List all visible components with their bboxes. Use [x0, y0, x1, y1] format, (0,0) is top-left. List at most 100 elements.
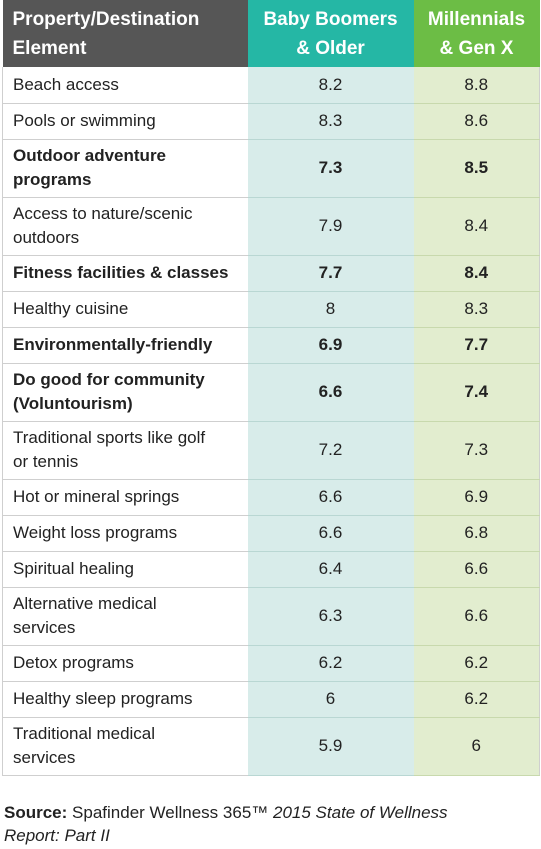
- table-body: Beach access 8.2 8.8 Pools or swimming 8.3 8.…: [2, 67, 540, 776]
- row-label-line: Traditional medical: [13, 724, 156, 743]
- millennials-value: 6.9: [413, 479, 540, 516]
- boomers-value: 6.6: [247, 515, 414, 552]
- millennials-value: 8.3: [413, 291, 540, 328]
- row-label: Hot or mineral springs: [2, 479, 248, 516]
- boomers-value: 6.6: [247, 363, 414, 422]
- header-element: Property/Destination Element: [2, 0, 248, 67]
- millennials-value: 8.5: [413, 139, 540, 198]
- boomers-value: 5.9: [247, 717, 414, 776]
- row-label-line: Hot or mineral springs: [13, 487, 180, 506]
- millennials-value: 6.8: [413, 515, 540, 552]
- millennials-value: 7.4: [413, 363, 540, 422]
- wellness-ratings-table: Property/Destination Element Baby Boomers &…: [2, 0, 540, 776]
- row-label-line: Alternative medical: [13, 594, 157, 613]
- table-row: Healthy sleep programs 6 6.2: [2, 681, 540, 718]
- boomers-value: 8.2: [247, 67, 414, 104]
- table-row: Traditional medical services 5.9 6: [2, 717, 540, 776]
- header-baby-boomers-line: Baby Boomers: [263, 8, 398, 30]
- row-label-line: services: [13, 748, 76, 767]
- header-baby-boomers: Baby Boomers & Older: [247, 0, 414, 67]
- row-label: Beach access: [2, 67, 248, 104]
- row-label-line: or tennis: [13, 452, 79, 471]
- boomers-value: 8.3: [247, 103, 414, 140]
- row-label-line: Weight loss programs: [13, 523, 178, 542]
- row-label-line: Spiritual healing: [13, 559, 134, 578]
- source-title-line1: 2015 State of Wellness: [273, 803, 448, 822]
- boomers-value: 7.3: [247, 139, 414, 198]
- row-label: Healthy sleep programs: [2, 681, 248, 718]
- row-label-line: Healthy sleep programs: [13, 689, 193, 708]
- row-label: Detox programs: [2, 645, 248, 682]
- millennials-value: 8.8: [413, 67, 540, 104]
- header-millennials: Millennials & Gen X: [413, 0, 540, 67]
- table-row: Outdoor adventure programs 7.3 8.5: [2, 139, 540, 198]
- row-label: Do good for community (Voluntourism): [2, 363, 248, 422]
- row-label: Fitness facilities & classes: [2, 255, 248, 292]
- millennials-value: 6.6: [413, 587, 540, 646]
- table-row: Healthy cuisine 8 8.3: [2, 291, 540, 328]
- millennials-value: 7.3: [413, 421, 540, 480]
- boomers-value: 6.2: [247, 645, 414, 682]
- millennials-value: 7.7: [413, 327, 540, 364]
- row-label: Alternative medical services: [2, 587, 248, 646]
- boomers-value: 6.4: [247, 551, 414, 588]
- source-label: Source:: [4, 803, 68, 822]
- millennials-value: 6: [413, 717, 540, 776]
- row-label: Healthy cuisine: [2, 291, 248, 328]
- row-label-line: Do good for community: [13, 370, 205, 389]
- row-label-line: Access to nature/scenic: [13, 204, 193, 223]
- header-element-line: Element: [12, 37, 87, 59]
- header-millennials-line: Millennials: [427, 8, 526, 30]
- boomers-value: 8: [247, 291, 414, 328]
- row-label-line: Traditional sports like golf: [13, 428, 206, 447]
- row-label-line: Fitness facilities & classes: [13, 263, 229, 282]
- source-title-line2: Report: Part II: [4, 826, 110, 845]
- table-row: Pools or swimming 8.3 8.6: [2, 103, 540, 140]
- row-label-line: Healthy cuisine: [13, 299, 129, 318]
- source-text: Spafinder Wellness 365™: [72, 803, 269, 822]
- header-baby-boomers-line: & Older: [296, 37, 365, 59]
- row-label-line: programs: [13, 170, 92, 189]
- boomers-value: 6.3: [247, 587, 414, 646]
- boomers-value: 7.7: [247, 255, 414, 292]
- header-element-line: Property/Destination: [12, 8, 200, 30]
- row-label-line: Detox programs: [13, 653, 134, 672]
- row-label: Spiritual healing: [2, 551, 248, 588]
- table-row: Beach access 8.2 8.8: [2, 67, 540, 104]
- row-label-line: Pools or swimming: [13, 111, 156, 130]
- table-row: Environmentally-friendly 6.9 7.7: [2, 327, 540, 364]
- millennials-value: 6.6: [413, 551, 540, 588]
- boomers-value: 6.6: [247, 479, 414, 516]
- source-note: Source: Spafinder Wellness 365™ 2015 Sta…: [4, 801, 534, 847]
- row-label: Pools or swimming: [2, 103, 248, 140]
- boomers-value: 7.2: [247, 421, 414, 480]
- row-label: Environmentally-friendly: [2, 327, 248, 364]
- boomers-value: 6.9: [247, 327, 414, 364]
- boomers-value: 6: [247, 681, 414, 718]
- millennials-value: 6.2: [413, 681, 540, 718]
- table-row: Do good for community (Voluntourism) 6.6 7.…: [2, 363, 540, 422]
- table-row: Hot or mineral springs 6.6 6.9: [2, 479, 540, 516]
- millennials-value: 8.4: [413, 255, 540, 292]
- table-row: Weight loss programs 6.6 6.8: [2, 515, 540, 552]
- row-label: Outdoor adventure programs: [2, 139, 248, 198]
- row-label-line: Environmentally-friendly: [13, 335, 213, 354]
- row-label-line: outdoors: [13, 228, 80, 247]
- table-row: Spiritual healing 6.4 6.6: [2, 551, 540, 588]
- row-label: Weight loss programs: [2, 515, 248, 552]
- header-millennials-line: & Gen X: [439, 37, 514, 59]
- row-label: Traditional medical services: [2, 717, 248, 776]
- millennials-value: 8.6: [413, 103, 540, 140]
- millennials-value: 6.2: [413, 645, 540, 682]
- row-label-line: Outdoor adventure: [13, 146, 167, 165]
- table-row: Alternative medical services 6.3 6.6: [2, 587, 540, 646]
- row-label-line: services: [13, 618, 76, 637]
- row-label-line: (Voluntourism): [13, 394, 133, 413]
- row-label: Access to nature/scenic outdoors: [2, 197, 248, 256]
- table-row: Detox programs 6.2 6.2: [2, 645, 540, 682]
- header-row: Property/Destination Element Baby Boomers &…: [2, 0, 540, 67]
- table-row: Access to nature/scenic outdoors 7.9 8.4: [2, 197, 540, 256]
- table-row: Traditional sports like golf or tennis 7.2…: [2, 421, 540, 480]
- row-label: Traditional sports like golf or tennis: [2, 421, 248, 480]
- boomers-value: 7.9: [247, 197, 414, 256]
